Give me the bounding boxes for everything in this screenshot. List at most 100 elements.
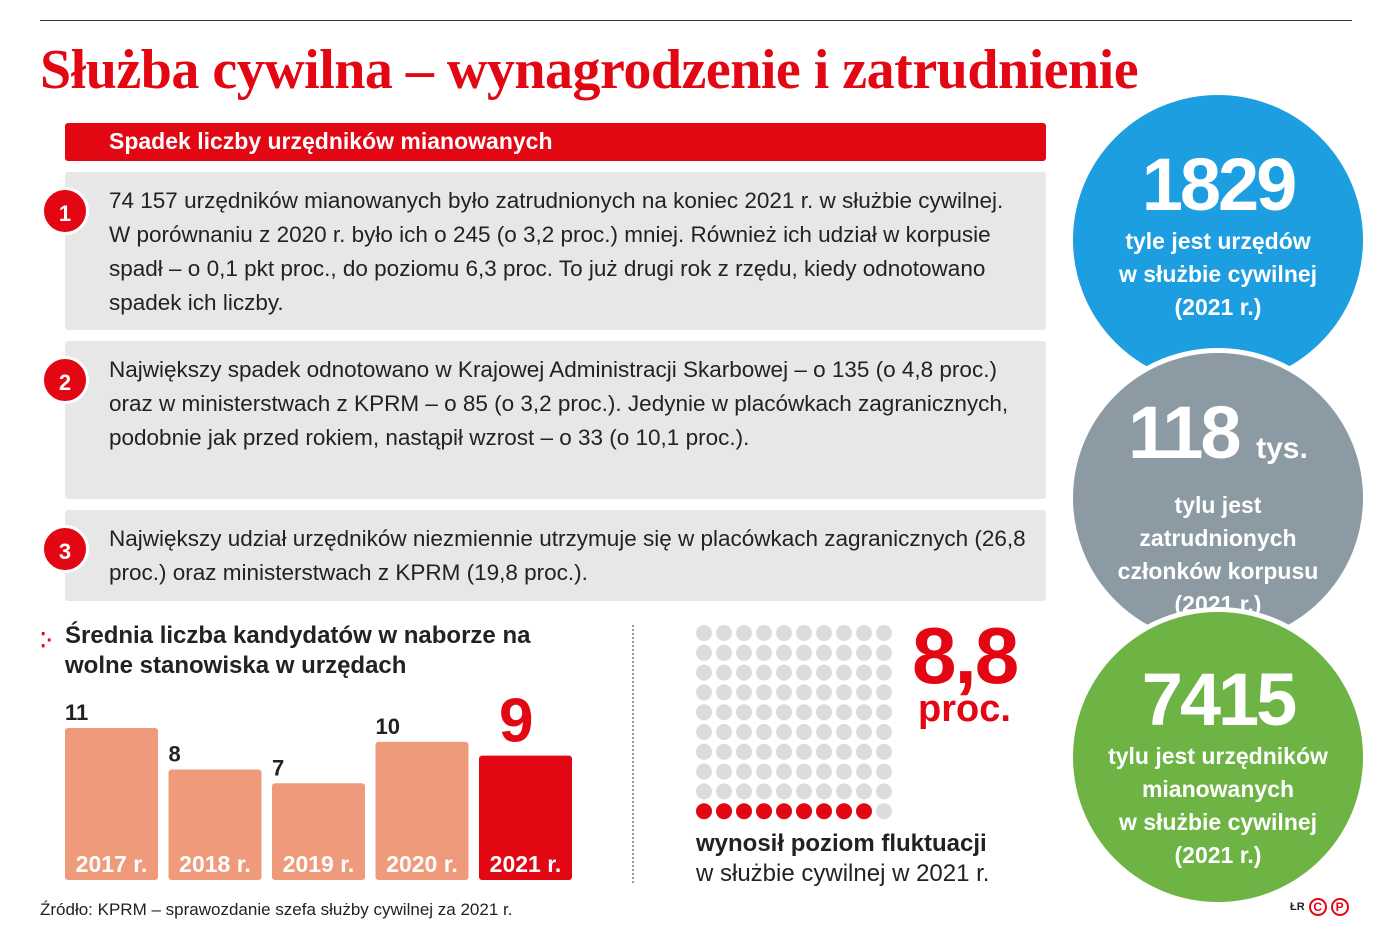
fluctuation-sublabel: w służbie cywilnej w 2021 r. xyxy=(696,860,990,887)
dot-empty xyxy=(796,743,812,760)
dot-empty xyxy=(856,783,872,800)
dot-empty xyxy=(696,625,712,641)
dot-empty xyxy=(796,644,812,661)
dot-empty xyxy=(776,704,792,721)
dot-empty xyxy=(836,704,852,721)
dot-empty xyxy=(776,684,792,701)
source-note: Źródło: KPRM – sprawozdanie szefa służby… xyxy=(40,900,513,919)
point-number-3: 3 xyxy=(41,525,89,573)
dot-empty xyxy=(856,704,872,721)
point-box-1: 74 157 urzędników mianowanych było zatru… xyxy=(65,172,1046,330)
stat-line: w służbie cywilnej xyxy=(1118,809,1318,835)
dot-empty xyxy=(756,783,772,800)
dot-empty xyxy=(816,763,832,780)
dot-empty xyxy=(836,684,852,701)
dot-empty xyxy=(696,684,712,701)
dot-empty xyxy=(856,763,872,780)
stat-line: zatrudnionych xyxy=(1139,525,1297,551)
bar-value-label: 7 xyxy=(272,755,284,780)
dot-empty xyxy=(756,644,772,661)
dot-empty xyxy=(716,724,732,740)
stat-number: 1829 xyxy=(1141,143,1298,226)
dot-empty xyxy=(876,625,892,641)
dot-empty xyxy=(756,625,772,641)
dot-filled xyxy=(756,803,772,820)
stat-number: 118 xyxy=(1128,391,1241,474)
dot-empty xyxy=(736,644,752,661)
dot-empty xyxy=(836,783,852,800)
bar-chart: 11 2017 r. 8 2018 r. 7 2019 r. 10 2020 r. 9 2021 … xyxy=(65,687,572,880)
dot-empty xyxy=(736,743,752,760)
dot-empty xyxy=(756,664,772,681)
top-rule xyxy=(40,20,1352,21)
bar-value-label: 10 xyxy=(376,714,400,739)
bar-category-label: 2017 r. xyxy=(76,851,148,877)
dot-empty xyxy=(816,664,832,681)
dot-empty xyxy=(716,684,732,701)
dot-empty xyxy=(876,763,892,780)
dot-empty xyxy=(716,783,732,800)
bar-2020r xyxy=(375,741,469,880)
dot-empty xyxy=(876,684,892,701)
dot-empty xyxy=(816,644,832,661)
dot-empty xyxy=(776,644,792,661)
point-number-2: 2 xyxy=(41,356,89,404)
dot-empty xyxy=(696,763,712,780)
stat-line: tyle jest urzędów xyxy=(1125,228,1311,254)
dot-empty xyxy=(736,763,752,780)
dot-empty xyxy=(756,684,772,701)
bar-value-label: 11 xyxy=(65,700,88,725)
dot-filled xyxy=(856,803,872,820)
page-title: Służba cywilna – wynagrodzenie i zatrudn… xyxy=(40,39,1139,101)
divider xyxy=(632,625,634,883)
dot-empty xyxy=(836,664,852,681)
dot-empty xyxy=(756,743,772,760)
stat-line: członków korpusu xyxy=(1117,558,1319,584)
dot-empty xyxy=(796,724,812,740)
dot-empty xyxy=(836,763,852,780)
bar-2018r xyxy=(168,769,262,880)
bar-value-label: 9 xyxy=(499,687,533,756)
fluctuation-unit: proc. xyxy=(918,688,1011,730)
dot-empty xyxy=(756,704,772,721)
stat-circle-appointed: 7415 tylu jest urzędników mianowanych w … xyxy=(1068,607,1368,907)
dot-empty xyxy=(876,803,892,820)
fluctuation-label: wynosił poziom fluktuacji xyxy=(696,830,987,857)
dot-filled xyxy=(736,803,752,820)
dot-empty xyxy=(876,724,892,740)
dot-empty xyxy=(856,684,872,701)
dot-empty xyxy=(736,684,752,701)
point-text: 74 157 urzędników mianowanych było zatru… xyxy=(109,188,1004,315)
dot-empty xyxy=(856,724,872,740)
dot-empty xyxy=(736,724,752,740)
dot-empty xyxy=(716,743,732,760)
stat-circle-employees: 118 tys. tylu jest zatrudnionych członkó… xyxy=(1068,348,1368,648)
dot-empty xyxy=(696,704,712,721)
dot-empty xyxy=(836,743,852,760)
fluctuation-value: 8,8 xyxy=(912,611,1019,700)
dot-filled xyxy=(836,803,852,820)
dot-empty xyxy=(816,625,832,641)
chart-title: Średnia liczba kandydatów w naborze na w… xyxy=(65,622,531,679)
dot-empty xyxy=(716,763,732,780)
author-initials: ŁR xyxy=(1290,901,1305,913)
dot-filled xyxy=(796,803,812,820)
dot-empty xyxy=(836,644,852,661)
dot-empty xyxy=(876,704,892,721)
dot-empty xyxy=(796,664,812,681)
dot-filled xyxy=(776,803,792,820)
dot-empty xyxy=(856,625,872,641)
section-header: Spadek liczby urzędników mianowanych xyxy=(65,123,1046,161)
dot-empty xyxy=(816,743,832,760)
dot-empty xyxy=(816,704,832,721)
dot-empty xyxy=(716,644,732,661)
dot-empty xyxy=(876,743,892,760)
point-box-2: Największy spadek odnotowano w Krajowej … xyxy=(65,341,1046,499)
stat-suffix: tys. xyxy=(1256,432,1308,465)
bar-category-label: 2021 r. xyxy=(490,851,562,877)
dot-empty xyxy=(776,625,792,641)
point-box-3: Największy udział urzędników niezmiennie… xyxy=(65,510,1046,601)
point-text: Największy spadek odnotowano w Krajowej … xyxy=(109,357,1009,450)
stat-number: 7415 xyxy=(1141,658,1298,741)
stat-circle-offices: 1829 tyle jest urzędów w służbie cywilne… xyxy=(1068,90,1368,390)
